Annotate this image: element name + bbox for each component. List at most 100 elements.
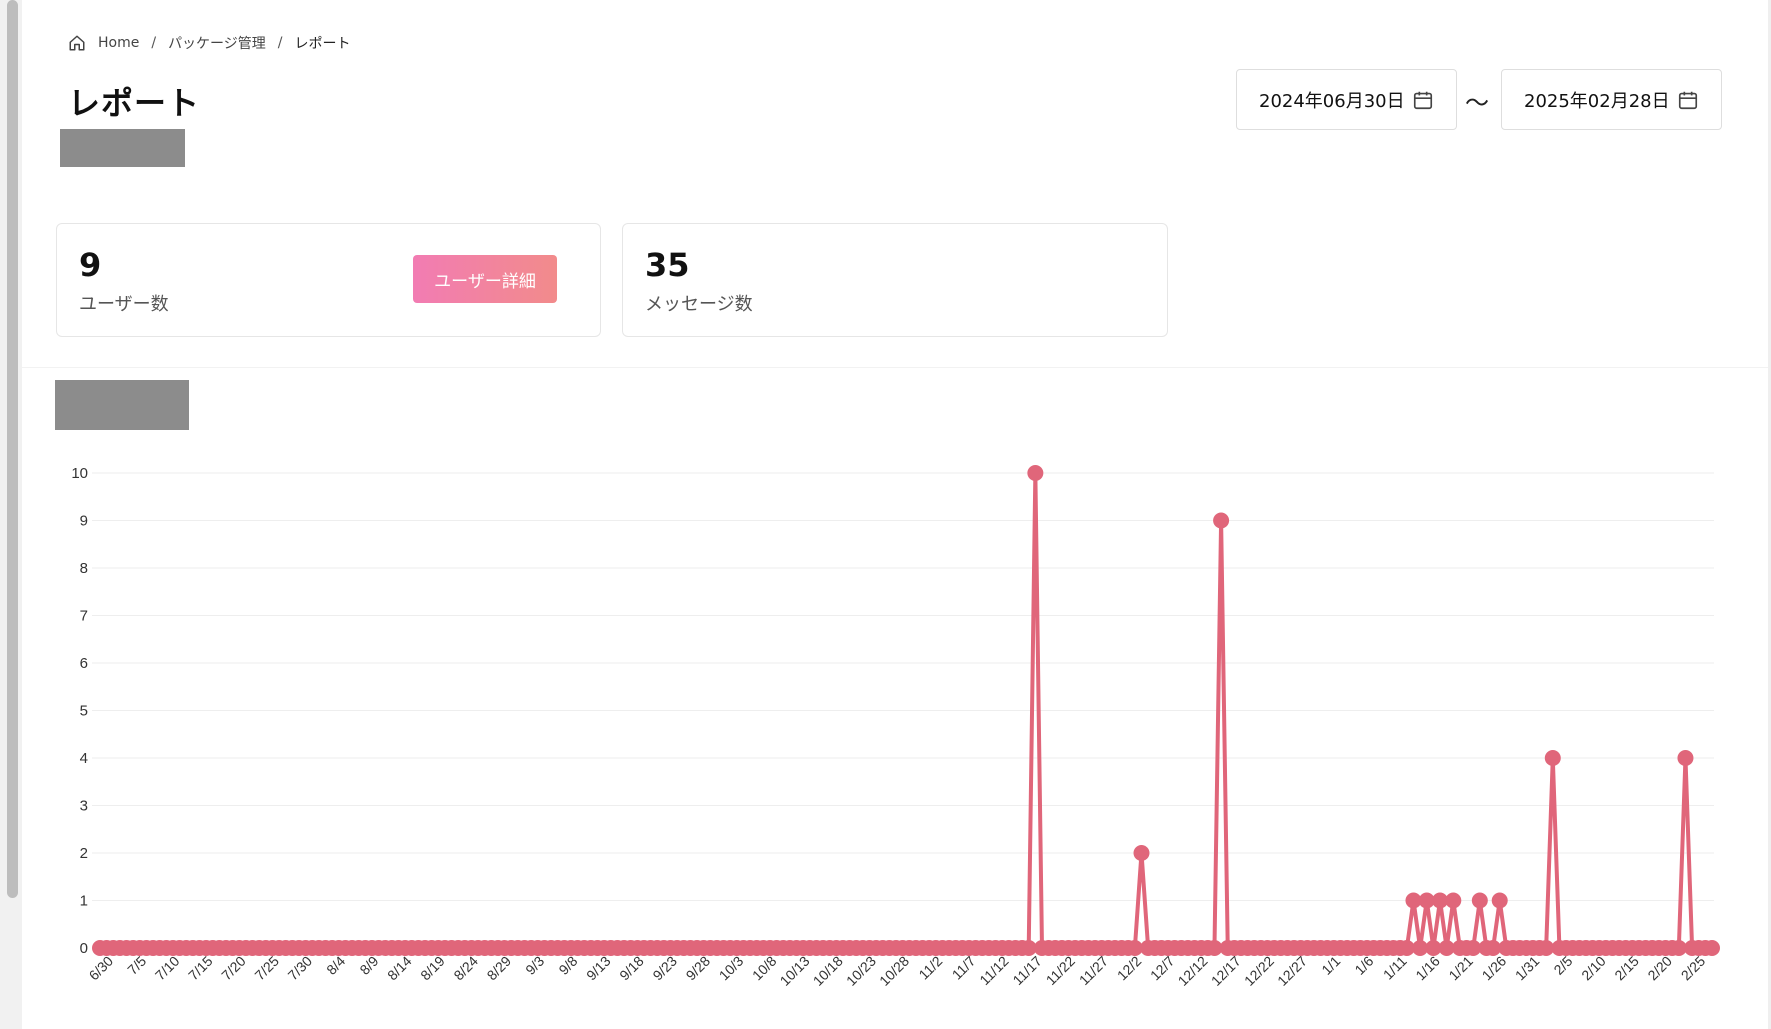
- section-divider: [22, 367, 1768, 368]
- user-count-value: 9: [79, 246, 102, 284]
- x-tick-label: 12/22: [1241, 953, 1277, 989]
- x-tick-label: 8/14: [384, 953, 415, 984]
- breadcrumb-home[interactable]: Home: [98, 35, 140, 51]
- right-gutter: [1768, 0, 1771, 1029]
- message-count-label: メッセージ数: [645, 294, 753, 315]
- x-tick-label: 8/24: [450, 953, 481, 984]
- x-tick-label: 10/28: [876, 953, 912, 989]
- end-date-picker[interactable]: 2025年02月28日: [1501, 69, 1722, 130]
- y-tick-label: 9: [80, 513, 88, 530]
- data-point: [1405, 892, 1422, 909]
- user-count-card: 9 ユーザー数 ユーザー詳細: [56, 223, 601, 337]
- x-tick-label: 2/5: [1550, 953, 1575, 978]
- y-tick-label: 5: [80, 703, 88, 720]
- x-tick-label: 11/2: [915, 953, 945, 983]
- x-tick-label: 9/3: [522, 953, 547, 978]
- y-tick-label: 7: [80, 608, 88, 625]
- x-tick-label: 11/12: [976, 953, 1012, 989]
- x-tick-label: 12/2: [1114, 953, 1145, 984]
- x-tick-label: 1/1: [1318, 953, 1343, 978]
- data-point: [1027, 465, 1044, 481]
- x-tick-label: 9/23: [649, 953, 680, 984]
- x-tick-label: 12/12: [1175, 953, 1211, 989]
- end-date-value: 2025年02月28日: [1524, 90, 1670, 112]
- x-tick-label: 9/8: [555, 953, 580, 978]
- x-tick-label: 12/17: [1208, 953, 1244, 989]
- start-date-picker[interactable]: 2024年06月30日: [1236, 69, 1457, 130]
- y-tick-label: 4: [80, 750, 88, 767]
- data-point: [1445, 892, 1462, 909]
- breadcrumb-current: レポート: [294, 36, 351, 52]
- data-point: [1398, 940, 1415, 956]
- x-tick-label: 12/27: [1274, 953, 1310, 989]
- breadcrumb: Home / パッケージ管理 / レポート: [68, 33, 351, 53]
- x-tick-label: 1/6: [1351, 953, 1376, 978]
- data-point: [1418, 892, 1435, 909]
- x-tick-label: 8/9: [356, 953, 381, 978]
- y-axis-labels: 0 1 2 3 4 5 6 7 8 9 10: [71, 465, 88, 957]
- x-tick-label: 6/30: [86, 953, 117, 984]
- data-point: [1020, 940, 1037, 956]
- redacted-block: [55, 380, 189, 430]
- scrollbar-thumb[interactable]: [7, 0, 18, 898]
- message-count-card: 35 メッセージ数: [622, 223, 1168, 337]
- x-tick-label: 10/3: [716, 953, 747, 984]
- x-tick-label: 10/8: [749, 953, 780, 984]
- data-point: [1491, 892, 1508, 909]
- data-point: [1677, 750, 1694, 766]
- x-tick-label: 10/18: [810, 953, 846, 989]
- left-gutter: [0, 0, 22, 1029]
- x-tick-label: 9/13: [583, 953, 614, 984]
- x-tick-label: 2/15: [1611, 953, 1642, 984]
- x-tick-label: 11/17: [1009, 953, 1045, 989]
- calendar-icon: [1678, 91, 1698, 110]
- x-tick-label: 7/25: [251, 953, 282, 984]
- data-point: [1538, 940, 1555, 956]
- x-tick-label: 8/29: [484, 953, 515, 984]
- user-detail-button[interactable]: ユーザー詳細: [413, 255, 557, 303]
- data-point: [1438, 940, 1455, 956]
- data-point: [1126, 940, 1143, 956]
- x-tick-label: 10/23: [843, 953, 879, 989]
- x-tick-label: 1/16: [1412, 953, 1443, 984]
- data-point: [1432, 892, 1449, 909]
- data-point: [1465, 940, 1482, 956]
- x-tick-label: 10/13: [777, 953, 813, 989]
- data-point: [1670, 940, 1687, 956]
- x-tick-label: 8/19: [417, 953, 448, 984]
- x-tick-label: 7/10: [152, 953, 183, 984]
- data-point: [1213, 512, 1230, 529]
- x-tick-label: 7/30: [285, 953, 316, 984]
- x-tick-label: 2/20: [1644, 953, 1675, 984]
- start-date-value: 2024年06月30日: [1259, 90, 1405, 112]
- chart-grid: [92, 472, 1714, 949]
- y-tick-label: 1: [80, 893, 88, 910]
- date-range-separator: 〜: [1465, 89, 1489, 117]
- x-tick-label: 9/28: [683, 953, 714, 984]
- x-tick-label: 11/22: [1043, 953, 1079, 989]
- y-tick-label: 8: [80, 560, 88, 577]
- breadcrumb-separator: /: [277, 35, 283, 51]
- y-tick-label: 10: [71, 465, 88, 482]
- y-tick-label: 6: [80, 655, 88, 672]
- x-axis-labels: 6/30 7/5 7/10 7/15 7/20 7/25 7/30 8/4 8/9 8/14 8/1…: [86, 953, 1709, 989]
- data-point: [1485, 940, 1502, 956]
- redacted-block: [60, 129, 185, 167]
- x-tick-label: 2/10: [1578, 953, 1609, 984]
- home-icon[interactable]: [68, 34, 86, 52]
- data-point: [1425, 940, 1442, 956]
- x-tick-label: 1/31: [1512, 953, 1543, 984]
- x-tick-label: 11/7: [949, 953, 979, 983]
- page-title: レポート: [68, 84, 201, 122]
- calendar-icon: [1413, 91, 1433, 110]
- breadcrumb-package[interactable]: パッケージ管理: [168, 36, 266, 52]
- x-tick-label: 7/5: [124, 953, 149, 978]
- x-tick-label: 9/18: [616, 953, 647, 984]
- x-tick-label: 7/20: [218, 953, 249, 984]
- x-tick-label: 1/21: [1445, 953, 1476, 984]
- data-point: [1412, 940, 1429, 956]
- x-tick-label: 12/7: [1147, 953, 1178, 984]
- x-tick-label: 8/4: [323, 953, 348, 978]
- data-point: [1133, 845, 1150, 861]
